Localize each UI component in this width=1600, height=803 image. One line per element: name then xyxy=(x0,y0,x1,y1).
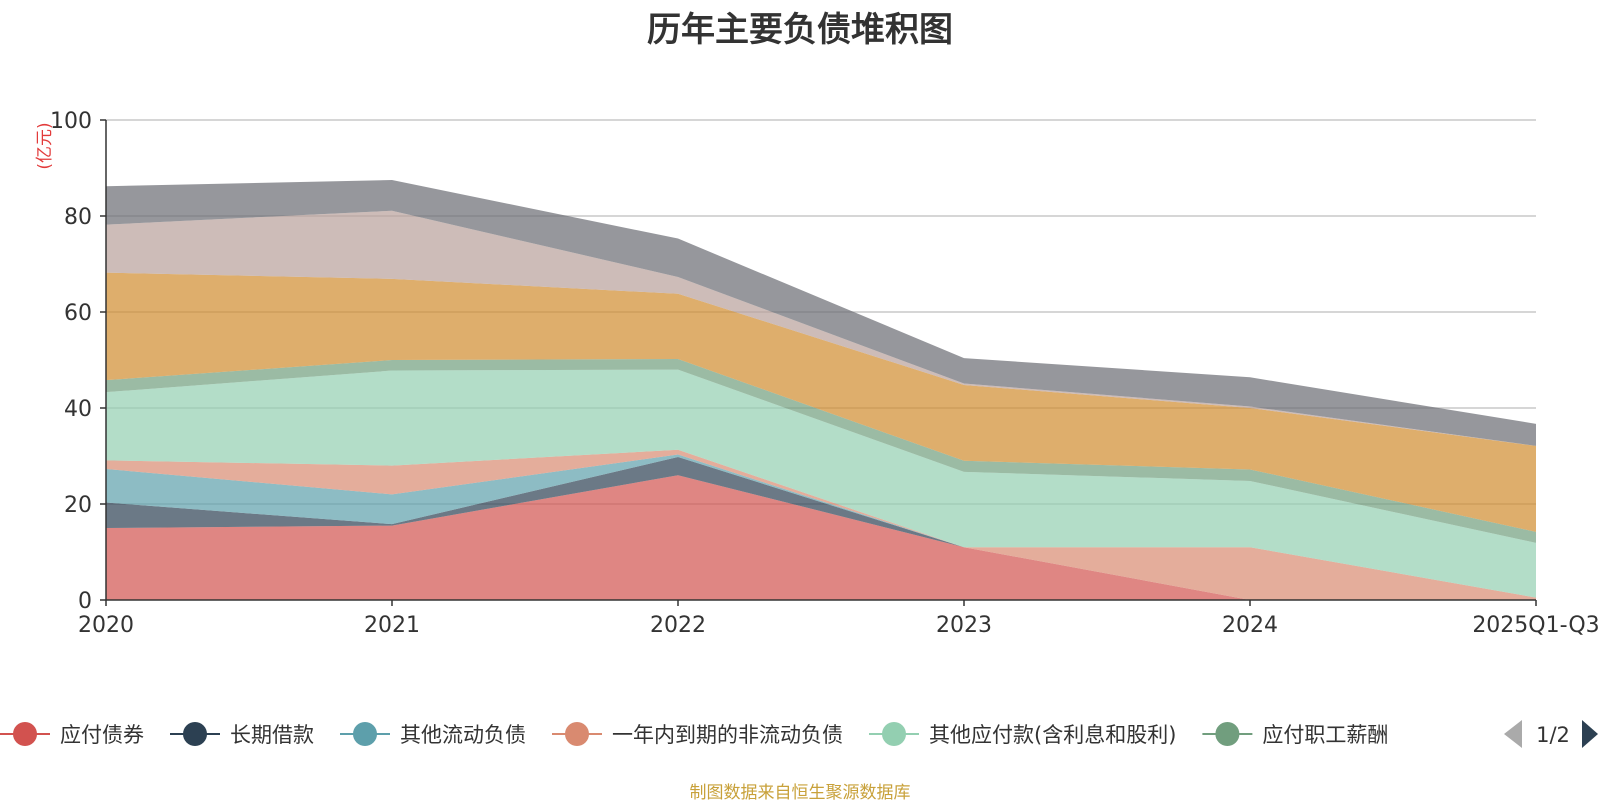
chart-title: 历年主要负债堆积图 xyxy=(647,10,953,50)
legend-item-label: 其他应付款(含利息和股利) xyxy=(929,723,1176,747)
x-tick-label: 2023 xyxy=(936,613,992,638)
legend-marker-icon xyxy=(353,722,377,746)
legend-item[interactable]: 其他流动负债 xyxy=(340,722,526,747)
legend-item[interactable]: 其他应付款(含利息和股利) xyxy=(869,722,1176,747)
y-tick-label: 100 xyxy=(50,109,92,134)
legend-item[interactable]: 一年内到期的非流动负债 xyxy=(552,722,843,747)
legend-item-label: 一年内到期的非流动负债 xyxy=(612,723,843,747)
area-series-5 xyxy=(106,359,1536,543)
x-tick-label: 2022 xyxy=(650,613,706,638)
y-tick-label: 80 xyxy=(64,205,92,230)
y-tick-label: 40 xyxy=(64,397,92,422)
area-series-4 xyxy=(106,369,1536,598)
area-series-3 xyxy=(106,449,1536,600)
area-series-8 xyxy=(106,180,1536,446)
area-series-2 xyxy=(106,454,1536,600)
area-series-7 xyxy=(106,210,1536,446)
area-series xyxy=(106,180,1536,600)
legend-marker-icon xyxy=(882,722,906,746)
legend-items: 应付债券 长期借款 其他流动负债 一年内到期的非流动负债 其他应付款(含利息和股利) 应付… xyxy=(0,722,1388,747)
x-tick-label: 2025Q1-Q3 xyxy=(1472,613,1599,638)
legend-item[interactable]: 应付职工薪酬 xyxy=(1202,722,1388,747)
area-series-0 xyxy=(106,475,1536,600)
y-tick-label: 0 xyxy=(78,589,92,614)
legend-marker-icon xyxy=(565,722,589,746)
legend-item-label: 应付债券 xyxy=(60,723,144,747)
legend[interactable]: 应付债券 长期借款 其他流动负债 一年内到期的非流动负债 其他应付款(含利息和股利) 应付… xyxy=(0,720,1598,748)
legend-page-indicator: 1/2 xyxy=(1536,723,1570,747)
y-tick-label: 20 xyxy=(64,493,92,518)
legend-item[interactable]: 应付债券 xyxy=(0,722,144,747)
x-tick-label: 2020 xyxy=(78,613,134,638)
legend-item-label: 应付职工薪酬 xyxy=(1262,723,1388,747)
area-series-6 xyxy=(106,272,1536,532)
x-tick-label: 2021 xyxy=(364,613,420,638)
legend-marker-icon xyxy=(1215,722,1240,746)
legend-marker-icon xyxy=(183,722,207,746)
legend-item[interactable]: 长期借款 xyxy=(170,722,314,747)
axes: 0 20 40 60 80 100 2020 2021 2022 2023 2024 2025Q1-Q… xyxy=(35,109,1600,638)
legend-item-label: 长期借款 xyxy=(230,723,314,747)
y-tick-label: 60 xyxy=(64,301,92,326)
prev-page-icon[interactable] xyxy=(1504,720,1522,748)
next-page-icon[interactable] xyxy=(1582,720,1598,748)
source-note: 制图数据来自恒生聚源数据库 xyxy=(689,783,911,803)
y-axis-unit-label: (亿元) xyxy=(35,122,55,169)
legend-marker-icon xyxy=(13,722,37,746)
legend-item-label: 其他流动负债 xyxy=(400,723,526,747)
x-tick-label: 2024 xyxy=(1222,613,1278,638)
